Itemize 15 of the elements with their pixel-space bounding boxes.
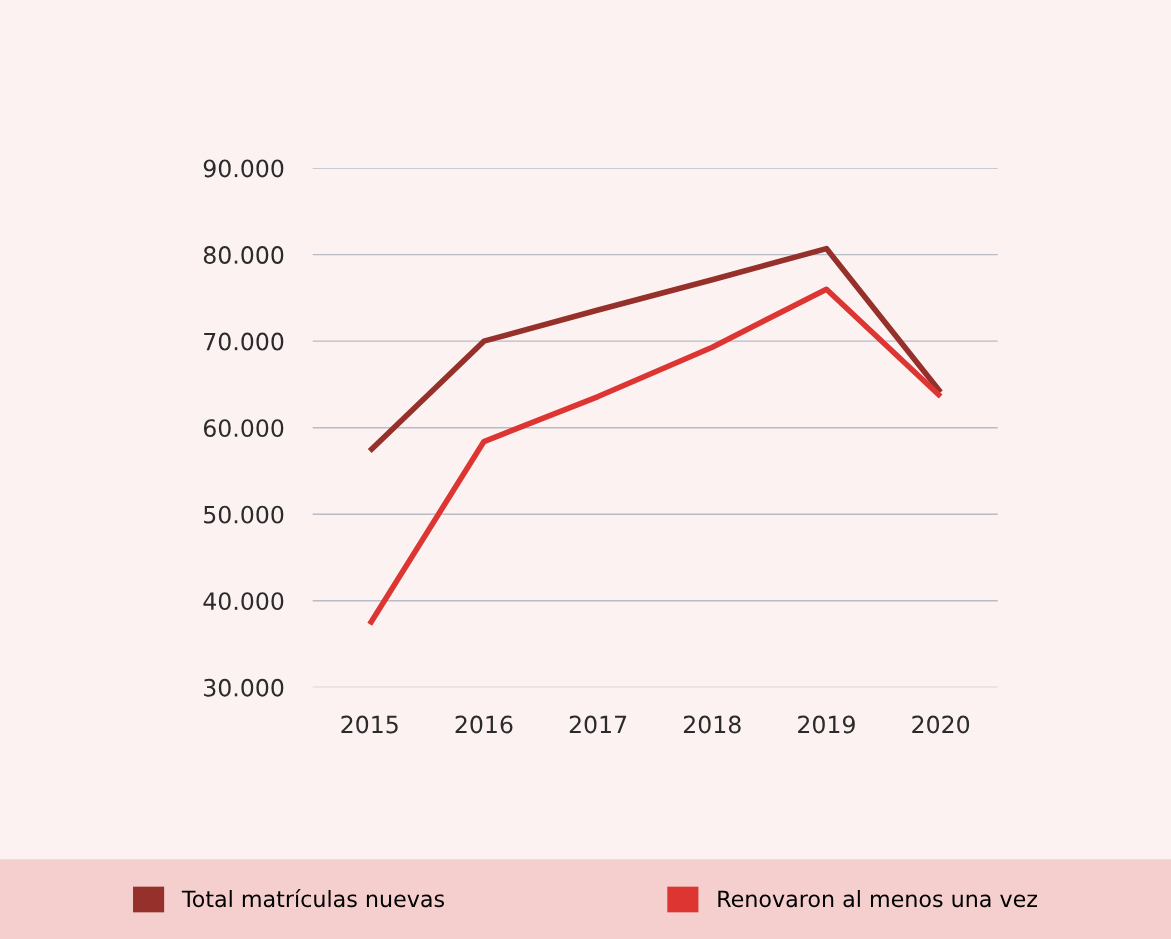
x-tick-label: 2020 [912, 715, 970, 734]
y-tick-label: 60.000 [203, 419, 284, 438]
x-tick-label: 2018 [683, 715, 741, 734]
x-tick-label: 2019 [798, 715, 855, 734]
legend-label: Renovaron al menos una vez [718, 890, 1038, 908]
x-tick-label: 2016 [455, 715, 513, 734]
y-tick-label: 80.000 [203, 246, 284, 264]
y-tick-label: 70.000 [204, 332, 284, 351]
y-tick-label: 50.000 [204, 505, 284, 524]
x-tick-label: 2015 [341, 715, 398, 734]
y-tick-label: 40.000 [203, 592, 284, 611]
y-tick-label: 90.000 [203, 159, 284, 178]
y-tick-label: 30.000 [204, 678, 284, 697]
x-tick-label: 2017 [569, 715, 627, 734]
legend-label: Total matrículas nuevas [181, 889, 445, 908]
